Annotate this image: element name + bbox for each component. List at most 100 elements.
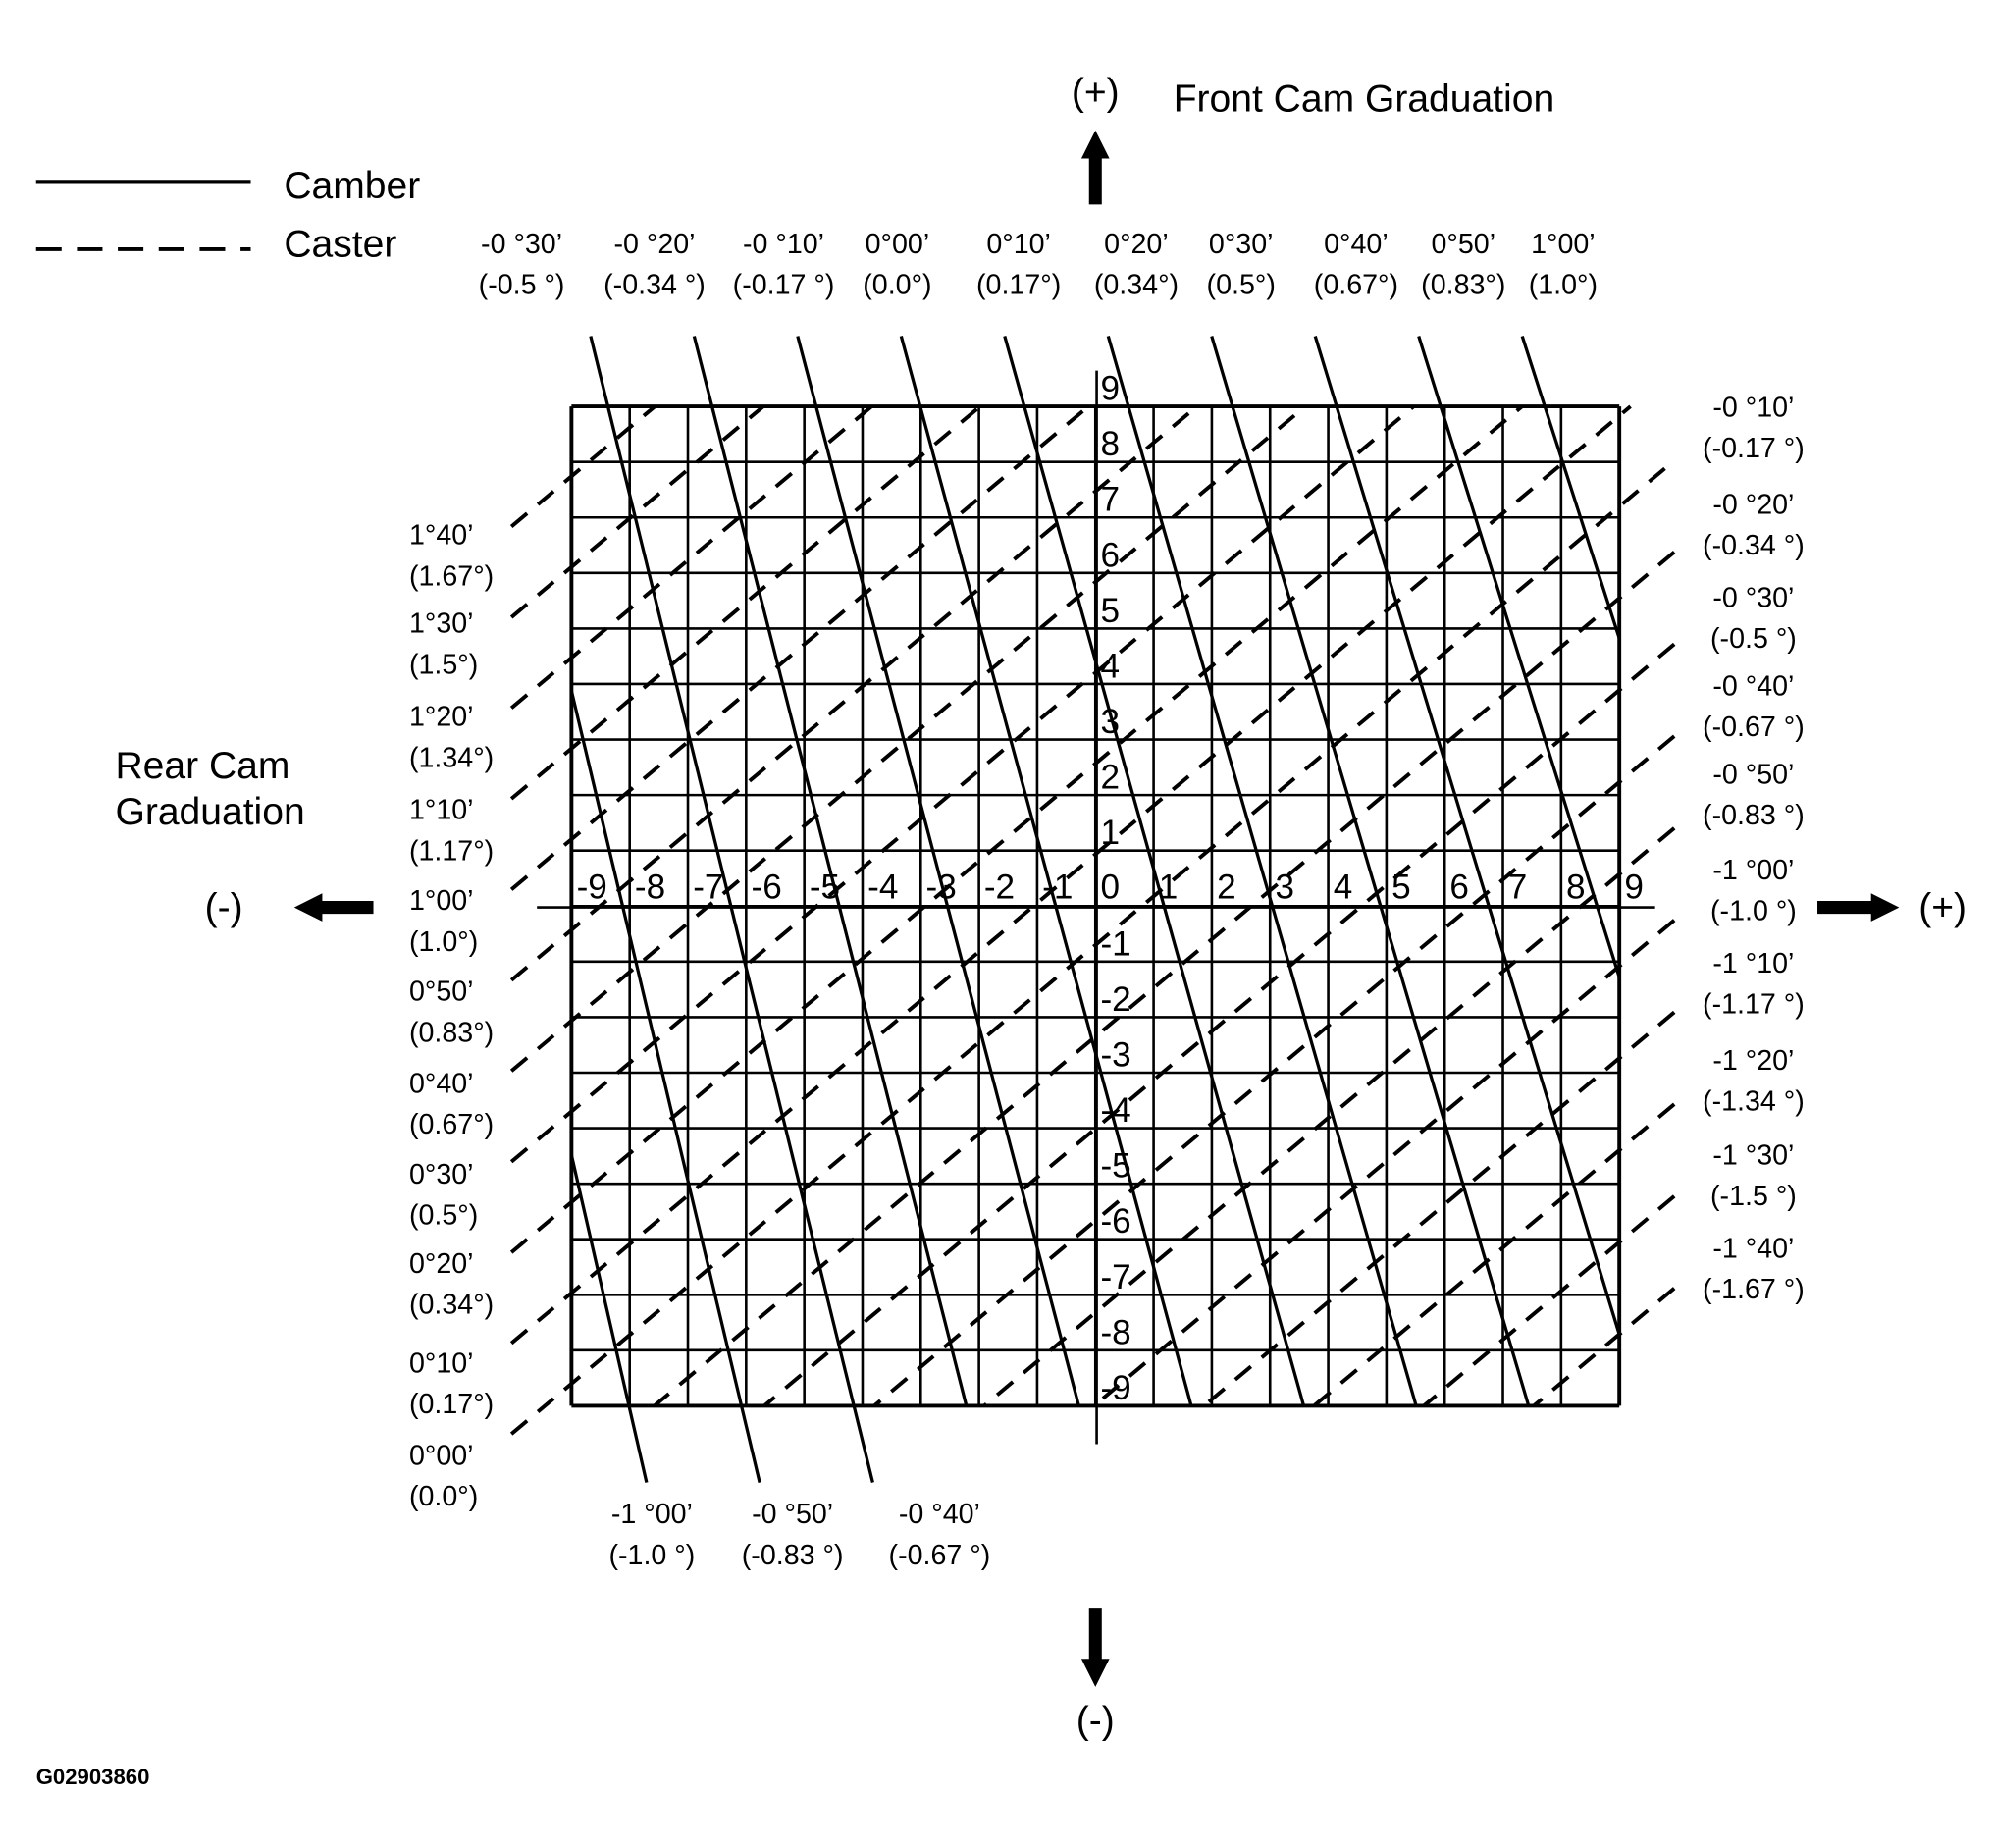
camber-top-label: -0 °10’ <box>743 229 824 260</box>
camber-top-label: 0°30’ <box>1209 229 1274 260</box>
x-tick-label: -2 <box>984 868 1015 906</box>
caster-right-degree: (-0.67 °) <box>1703 712 1805 743</box>
y-tick-label: 8 <box>1100 425 1120 463</box>
y-tick-label: -5 <box>1100 1147 1130 1186</box>
x-tick-label: -7 <box>693 868 723 906</box>
camber-line <box>1106 336 1418 1406</box>
y-tick-label: -8 <box>1100 1313 1130 1351</box>
bottom-sign: (-) <box>1076 1700 1115 1742</box>
x-tick-label: -6 <box>752 868 782 906</box>
caster-left-label: 1°10’ <box>409 795 474 826</box>
x-tick-label: -9 <box>577 868 607 906</box>
caster-left-degree: (1.0°) <box>409 926 478 958</box>
caster-right-label: -0 °30’ <box>1712 583 1794 614</box>
camber-line <box>569 1154 649 1483</box>
caster-right-degree: (-0.83 °) <box>1703 800 1805 831</box>
camber-line <box>589 336 874 1483</box>
camber-top-label: 0°40’ <box>1324 229 1389 260</box>
arrow-left-icon <box>293 893 374 922</box>
caster-left-label: 1°00’ <box>409 885 474 917</box>
caster-left-degree: (0.67°) <box>409 1109 494 1140</box>
caster-right-degree: (-1.0 °) <box>1710 896 1797 927</box>
caster-line <box>1312 1102 1676 1407</box>
caster-left-label: 0°00’ <box>409 1440 474 1471</box>
caster-lines <box>509 404 1676 1436</box>
camber-top-degree: (0.0°) <box>863 270 931 301</box>
camber-lines <box>569 335 1621 1483</box>
camber-line <box>692 336 969 1406</box>
camber-line <box>1210 336 1531 1406</box>
y-tick-label: 9 <box>1100 370 1120 408</box>
caster-right-label: -1 °40’ <box>1712 1233 1794 1264</box>
camber-top-degree: (-0.5 °) <box>479 270 565 301</box>
caster-left-degree: (1.34°) <box>409 742 494 773</box>
caster-right-label: -0 °10’ <box>1712 393 1794 424</box>
right-sign: (+) <box>1918 887 1967 929</box>
camber-top-degree: (-0.17 °) <box>733 270 835 301</box>
caster-left-label: 0°10’ <box>409 1348 474 1380</box>
caster-line <box>509 404 765 619</box>
camber-top-degree: (0.5°) <box>1207 270 1276 301</box>
caster-right-degree: (-1.67 °) <box>1703 1274 1805 1305</box>
arrow-right-icon <box>1817 893 1900 922</box>
camber-top-degree: (-0.34 °) <box>603 270 706 301</box>
camber-bottom-label: -0 °40’ <box>899 1499 980 1530</box>
y-tick-label: 6 <box>1100 536 1120 574</box>
caster-line <box>509 404 1632 1346</box>
caster-left-degree: (0.34°) <box>409 1290 494 1321</box>
caster-left-label: 0°50’ <box>409 977 474 1008</box>
camber-bottom-degree: (-1.0 °) <box>609 1540 696 1571</box>
camber-top-degree: (0.67°) <box>1314 270 1398 301</box>
caster-line <box>762 642 1676 1407</box>
x-tick-label: 0 <box>1100 868 1120 906</box>
y-tick-label: -7 <box>1100 1258 1130 1296</box>
caster-line <box>509 404 1307 1073</box>
camber-bottom-label: -0 °50’ <box>752 1499 833 1530</box>
camber-top-label: 0°50’ <box>1432 229 1496 260</box>
camber-line <box>1003 336 1306 1406</box>
left-sign: (-) <box>205 887 243 929</box>
caster-left-label: 1°40’ <box>409 520 474 552</box>
caster-right-degree: (-1.17 °) <box>1703 989 1805 1021</box>
camber-top-degree: (0.83°) <box>1421 270 1505 301</box>
camber-line <box>796 336 1080 1406</box>
caster-line <box>982 826 1676 1407</box>
caster-line <box>509 404 656 529</box>
y-tick-label: -1 <box>1100 924 1130 963</box>
caster-left-label: 1°20’ <box>409 702 474 733</box>
y-tick-label: 1 <box>1100 814 1120 852</box>
legend-camber-label: Camber <box>284 165 420 207</box>
figure-id: G02903860 <box>36 1765 150 1789</box>
camber-bottom-label: -1 °00’ <box>611 1499 693 1530</box>
y-tick-label: 3 <box>1100 703 1120 741</box>
caster-left-label: 0°30’ <box>409 1159 474 1190</box>
caster-line <box>1532 1287 1676 1407</box>
camber-line <box>899 336 1193 1406</box>
camber-line <box>569 690 761 1483</box>
x-tick-label: -4 <box>867 868 898 906</box>
x-tick-label: 1 <box>1159 868 1179 906</box>
camber-top-label: -0 °20’ <box>613 229 695 260</box>
legend-caster-label: Caster <box>284 224 396 266</box>
y-tick-label: -9 <box>1100 1369 1130 1407</box>
caster-line <box>509 404 873 710</box>
caster-right-label: -0 °20’ <box>1712 489 1794 520</box>
x-tick-label: 3 <box>1275 868 1294 906</box>
caster-left-degree: (0.17°) <box>409 1389 494 1420</box>
camber-top-degree: (0.34°) <box>1094 270 1179 301</box>
arrow-down-icon <box>1080 1608 1110 1687</box>
x-tick-label: 2 <box>1217 868 1236 906</box>
caster-line <box>1422 1194 1676 1407</box>
caster-left-degree: (0.83°) <box>409 1017 494 1048</box>
y-tick-label: 5 <box>1100 592 1120 630</box>
caster-right-degree: (-1.34 °) <box>1703 1086 1805 1118</box>
x-tick-label: 4 <box>1334 868 1353 906</box>
rear-cam-title-line2: Graduation <box>115 791 304 833</box>
x-tick-label: -1 <box>1042 868 1073 906</box>
camber-line <box>1520 335 1621 639</box>
y-tick-label: 7 <box>1100 481 1120 519</box>
arrow-up-icon <box>1080 130 1110 205</box>
labels: -9 -8 -7 -6 -5 -4 -3 -2 -1 0 1 2 3 4 5 6 7 8 9987654321-1-… <box>409 229 1805 1571</box>
caster-left-label: 0°20’ <box>409 1248 474 1280</box>
